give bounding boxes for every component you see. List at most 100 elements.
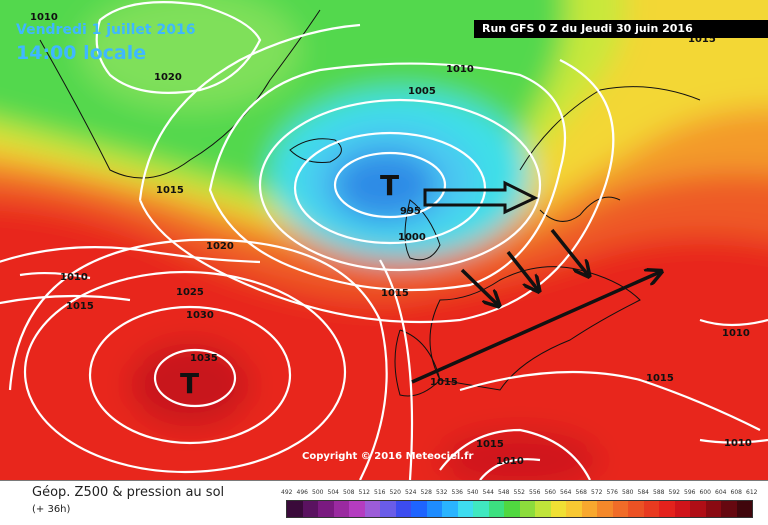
- isobar-1010-east: [699, 318, 768, 444]
- legend-swatch: [411, 501, 427, 517]
- arrow-se-1: [460, 268, 498, 305]
- pressure-label: 1010: [496, 456, 524, 467]
- legend-tick-label: 556: [529, 489, 541, 496]
- forecast-date: Vendredi 1 juillet 2016: [16, 22, 196, 38]
- pressure-label: 1010: [722, 328, 750, 339]
- arrow-outlined-east: [423, 180, 539, 215]
- legend-footer: Géop. Z500 & pression au sol (+ 36h) 492…: [0, 480, 768, 525]
- legend-tick-label: 584: [637, 489, 649, 496]
- isobar-1020-west: [0, 246, 261, 264]
- legend-tick-label: 564: [560, 489, 572, 496]
- legend-ticks: 492 496 500 504 508 512 516 520 524 528 532 536 540 5…: [281, 489, 758, 499]
- legend-tick-label: 544: [482, 489, 494, 496]
- legend-swatch: [488, 501, 504, 517]
- isobar-1015-west: [0, 294, 131, 305]
- legend-tick-label: 496: [296, 489, 308, 496]
- legend-tick-label: 612: [746, 489, 758, 496]
- arrow-long-ne: [411, 272, 660, 384]
- legend-swatch: [721, 501, 737, 517]
- pressure-label: 1015: [688, 34, 716, 45]
- legend-swatch: [612, 501, 628, 517]
- legend-swatch: [705, 501, 721, 517]
- legend-swatch: [333, 501, 349, 517]
- legend-tick-label: 540: [467, 489, 479, 496]
- legend-swatch: [628, 501, 644, 517]
- legend-tick-label: 548: [498, 489, 510, 496]
- isobars: [0, 1, 768, 480]
- legend-swatch: [519, 501, 535, 517]
- legend-swatch: [690, 501, 706, 517]
- legend-tick-label: 500: [312, 489, 324, 496]
- legend-swatch: [364, 501, 380, 517]
- legend-tick-label: 588: [653, 489, 665, 496]
- legend-tick-label: 576: [606, 489, 618, 496]
- legend-swatch: [380, 501, 396, 517]
- legend-swatch: [566, 501, 582, 517]
- pressure-label: 1020: [206, 241, 234, 252]
- legend-swatch: [597, 501, 613, 517]
- isobar-1015-south: [379, 259, 414, 480]
- pressure-label: 1015: [156, 185, 184, 196]
- british-isles-coast: [404, 199, 441, 261]
- isobar-1035: [153, 348, 237, 408]
- pressure-label: 1015: [476, 439, 504, 450]
- legend-swatch: [426, 501, 442, 517]
- isobar-1015-east: [459, 370, 761, 431]
- low-pressure-marker: T: [380, 169, 399, 202]
- forecast-time: 14:00 locale: [16, 42, 147, 64]
- weather-map: 1010 1020 1015 1010 1005 995 1000 1020 1…: [0, 0, 768, 480]
- field-blue: [333, 150, 437, 220]
- pressure-label: 1035: [190, 353, 218, 364]
- legend-swatch: [736, 501, 752, 517]
- field-dark-red-se: [440, 430, 600, 480]
- legend-swatch: [302, 501, 318, 517]
- pressure-label: 1015: [430, 377, 458, 388]
- pressure-label: 1010: [446, 64, 474, 75]
- legend-tick-label: 520: [389, 489, 401, 496]
- isobar-1015-se: [439, 428, 591, 480]
- pressure-label: 1010: [724, 438, 752, 449]
- pressure-label: 1000: [398, 232, 426, 243]
- legend-tick-label: 604: [715, 489, 727, 496]
- isobar-995: [333, 151, 447, 219]
- legend-tick-label: 516: [374, 489, 386, 496]
- legend-tick-label: 536: [451, 489, 463, 496]
- legend-swatch: [442, 501, 458, 517]
- pressure-label: 1005: [408, 86, 436, 97]
- legend-tick-label: 532: [436, 489, 448, 496]
- map-subtitle: (+ 36h): [32, 504, 71, 515]
- legend-swatch: [504, 501, 520, 517]
- model-run-banner: Run GFS 0 Z du Jeudi 30 juin 2016: [474, 20, 768, 38]
- legend-tick-label: 512: [358, 489, 370, 496]
- high-pressure-marker: T: [180, 367, 199, 400]
- legend-swatch: [550, 501, 566, 517]
- legend-tick-label: 596: [684, 489, 696, 496]
- isobar-1030: [88, 305, 292, 445]
- isobar-1015-north: [138, 23, 615, 324]
- legend-tick-label: 608: [730, 489, 742, 496]
- pressure-label: 1015: [646, 373, 674, 384]
- legend-swatch: [287, 501, 303, 517]
- legend-swatch: [659, 501, 675, 517]
- legend-swatch: [395, 501, 411, 517]
- isobar-1005: [258, 98, 542, 272]
- pressure-label: 1015: [381, 288, 409, 299]
- copyright-notice: Copyright © 2016 Meteociel.fr: [302, 451, 474, 462]
- legend-tick-label: 492: [281, 489, 293, 496]
- legend-tick-label: 568: [575, 489, 587, 496]
- pressure-label: 1020: [154, 72, 182, 83]
- isobar-1010-north: [208, 62, 567, 292]
- pressure-labels: 1010 1020 1015 1010 1005 995 1000 1020 1…: [30, 12, 752, 467]
- scandinavia-coast: [519, 86, 701, 222]
- legend-tick-label: 560: [544, 489, 556, 496]
- legend-tick-label: 600: [699, 489, 711, 496]
- legend-tick-label: 592: [668, 489, 680, 496]
- legend-bar: [286, 500, 753, 518]
- geopotential-field: [0, 0, 768, 480]
- pressure-label: 1010: [60, 272, 88, 283]
- pressure-label: 1015: [66, 301, 94, 312]
- legend-tick-label: 580: [622, 489, 634, 496]
- legend-swatch: [318, 501, 334, 517]
- legend-swatch: [643, 501, 659, 517]
